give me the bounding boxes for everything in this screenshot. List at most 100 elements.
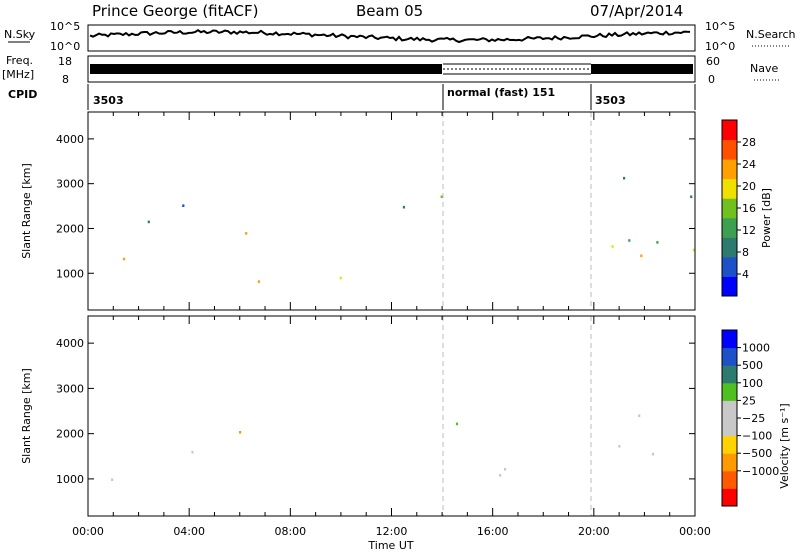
scatter-cell bbox=[402, 205, 405, 209]
x-tick-label: 12:00 bbox=[376, 525, 408, 538]
scatter-cell bbox=[111, 478, 114, 481]
freq-panel: Freq. [MHz] 18 8 60 0 Nave bbox=[2, 54, 780, 86]
nave-label: Nave bbox=[750, 62, 778, 75]
scatter-cell bbox=[239, 431, 242, 434]
scatter-cell bbox=[147, 220, 150, 224]
y-tick-label: 3000 bbox=[56, 382, 84, 395]
power-colorbar-tick: 16 bbox=[742, 202, 756, 215]
nsky-panel: N.Sky 10^5 10^0 10^5 10^0 N.Search bbox=[4, 20, 796, 53]
y-tick-label: 4000 bbox=[56, 337, 84, 350]
station-title: Prince George (fitACF) bbox=[92, 2, 258, 20]
power-colorbar: 4 8 12 16 20 24 28 bbox=[721, 119, 756, 297]
power-colorbar-swatch bbox=[722, 178, 737, 199]
power-colorbar-tick: 12 bbox=[742, 224, 756, 237]
velocity-panel: 1000 2000 3000 4000 00:00 04:00 08:00 12:00 16:… bbox=[20, 315, 791, 552]
power-colorbar-tick: 24 bbox=[742, 158, 756, 171]
power-colorbar-swatch bbox=[722, 217, 737, 238]
y-tick-label: 2000 bbox=[56, 428, 84, 441]
scatter-cell bbox=[455, 422, 459, 426]
x-tick-label: 00:00 bbox=[679, 525, 711, 538]
velocity-colorbar-tick: −100 bbox=[742, 430, 772, 443]
freq-bar-1 bbox=[90, 64, 442, 74]
velocity-colorbar: 1000 500 100 25 −25 −100 −500 −1000 bbox=[721, 329, 779, 507]
scatter-cell bbox=[628, 239, 631, 242]
scatter-cell bbox=[123, 257, 126, 261]
x-tick-label: 00:00 bbox=[72, 525, 104, 538]
velocity-colorbar-tick: 25 bbox=[742, 394, 756, 407]
scatter-cell bbox=[499, 474, 502, 477]
cpid-segment-3: 3503 bbox=[595, 94, 626, 107]
velocity-colorbar-swatch bbox=[722, 365, 737, 384]
date-title: 07/Apr/2014 bbox=[590, 2, 683, 20]
nave-tick-bottom: 0 bbox=[708, 73, 715, 86]
nsearch-tick-top: 10^5 bbox=[705, 20, 735, 33]
power-colorbar-swatch bbox=[722, 276, 737, 297]
scatter-cell bbox=[656, 241, 659, 244]
velocity-scatter bbox=[111, 414, 655, 481]
power-ylabel: Slant Range [km] bbox=[20, 163, 33, 259]
cpid-segment-2: normal (fast) 151 bbox=[447, 86, 555, 99]
velocity-colorbar-label: Velocity [m s⁻¹] bbox=[778, 403, 791, 488]
y-tick-label: 3000 bbox=[56, 178, 84, 191]
velocity-colorbar-swatch bbox=[722, 347, 737, 366]
power-colorbar-swatch bbox=[722, 198, 737, 219]
freq-tick-bottom: 8 bbox=[62, 73, 69, 86]
scatter-cell bbox=[640, 254, 643, 258]
nave-tick-top: 60 bbox=[706, 55, 720, 68]
power-scatter bbox=[123, 176, 695, 283]
y-tick-label: 1000 bbox=[56, 473, 84, 486]
scatter-cell bbox=[191, 450, 194, 454]
y-tick-label: 4000 bbox=[56, 133, 84, 146]
cpid-segment-1: 3503 bbox=[93, 94, 124, 107]
velocity-colorbar-tick: 100 bbox=[742, 377, 763, 390]
cpid-panel: CPID 3503 normal (fast) 151 3503 bbox=[8, 84, 696, 110]
cpid-label: CPID bbox=[8, 88, 37, 101]
scatter-cell bbox=[257, 280, 260, 283]
velocity-xlabel: Time UT bbox=[367, 539, 413, 552]
power-colorbar-tick: 8 bbox=[742, 246, 749, 259]
freq-bar-2 bbox=[591, 64, 693, 74]
freq-label: Freq. bbox=[6, 54, 33, 67]
scatter-cell bbox=[611, 245, 614, 248]
power-colorbar-tick: 4 bbox=[742, 268, 749, 281]
freq-unit: [MHz] bbox=[2, 68, 34, 81]
freq-tick-top: 18 bbox=[58, 55, 72, 68]
scatter-cell bbox=[182, 204, 185, 207]
velocity-colorbar-swatch bbox=[722, 453, 737, 472]
scatter-cell bbox=[440, 195, 443, 199]
velocity-colorbar-swatch bbox=[722, 330, 737, 349]
nsky-tick-bottom: 10^0 bbox=[50, 40, 80, 53]
power-colorbar-tick: 20 bbox=[742, 180, 756, 193]
power-colorbar-swatch bbox=[722, 237, 737, 258]
x-tick-label: 20:00 bbox=[578, 525, 610, 538]
scatter-cell bbox=[504, 468, 507, 471]
x-tick-label: 08:00 bbox=[274, 525, 306, 538]
velocity-colorbar-tick: 500 bbox=[742, 359, 763, 372]
x-tick-label: 16:00 bbox=[477, 525, 509, 538]
scatter-cell bbox=[690, 195, 693, 199]
beam-title: Beam 05 bbox=[356, 2, 423, 20]
velocity-colorbar-tick: −500 bbox=[742, 447, 772, 460]
velocity-colorbar-swatch bbox=[722, 400, 737, 419]
velocity-colorbar-tick: 1000 bbox=[742, 342, 770, 355]
scatter-cell bbox=[651, 452, 655, 456]
power-colorbar-label: Power [dB] bbox=[760, 188, 773, 248]
scatter-cell bbox=[692, 248, 695, 252]
velocity-colorbar-swatch bbox=[722, 435, 737, 454]
power-panel: 1000 2000 3000 4000 Slant Range [km] 4 8 12 16… bbox=[20, 111, 773, 311]
scatter-cell bbox=[638, 414, 641, 417]
nsky-tick-top: 10^5 bbox=[50, 20, 80, 33]
y-tick-label: 1000 bbox=[56, 267, 84, 280]
scatter-cell bbox=[623, 176, 626, 180]
velocity-colorbar-swatch bbox=[722, 470, 737, 489]
power-colorbar-swatch bbox=[722, 139, 737, 160]
velocity-colorbar-swatch bbox=[722, 418, 737, 437]
velocity-colorbar-tick: −25 bbox=[742, 412, 765, 425]
power-colorbar-tick: 28 bbox=[742, 136, 756, 149]
velocity-ylabel: Slant Range [km] bbox=[20, 368, 33, 464]
velocity-colorbar-swatch bbox=[722, 488, 737, 507]
nsky-label: N.Sky bbox=[4, 28, 36, 41]
scatter-cell bbox=[618, 445, 621, 448]
power-colorbar-swatch bbox=[722, 120, 737, 141]
